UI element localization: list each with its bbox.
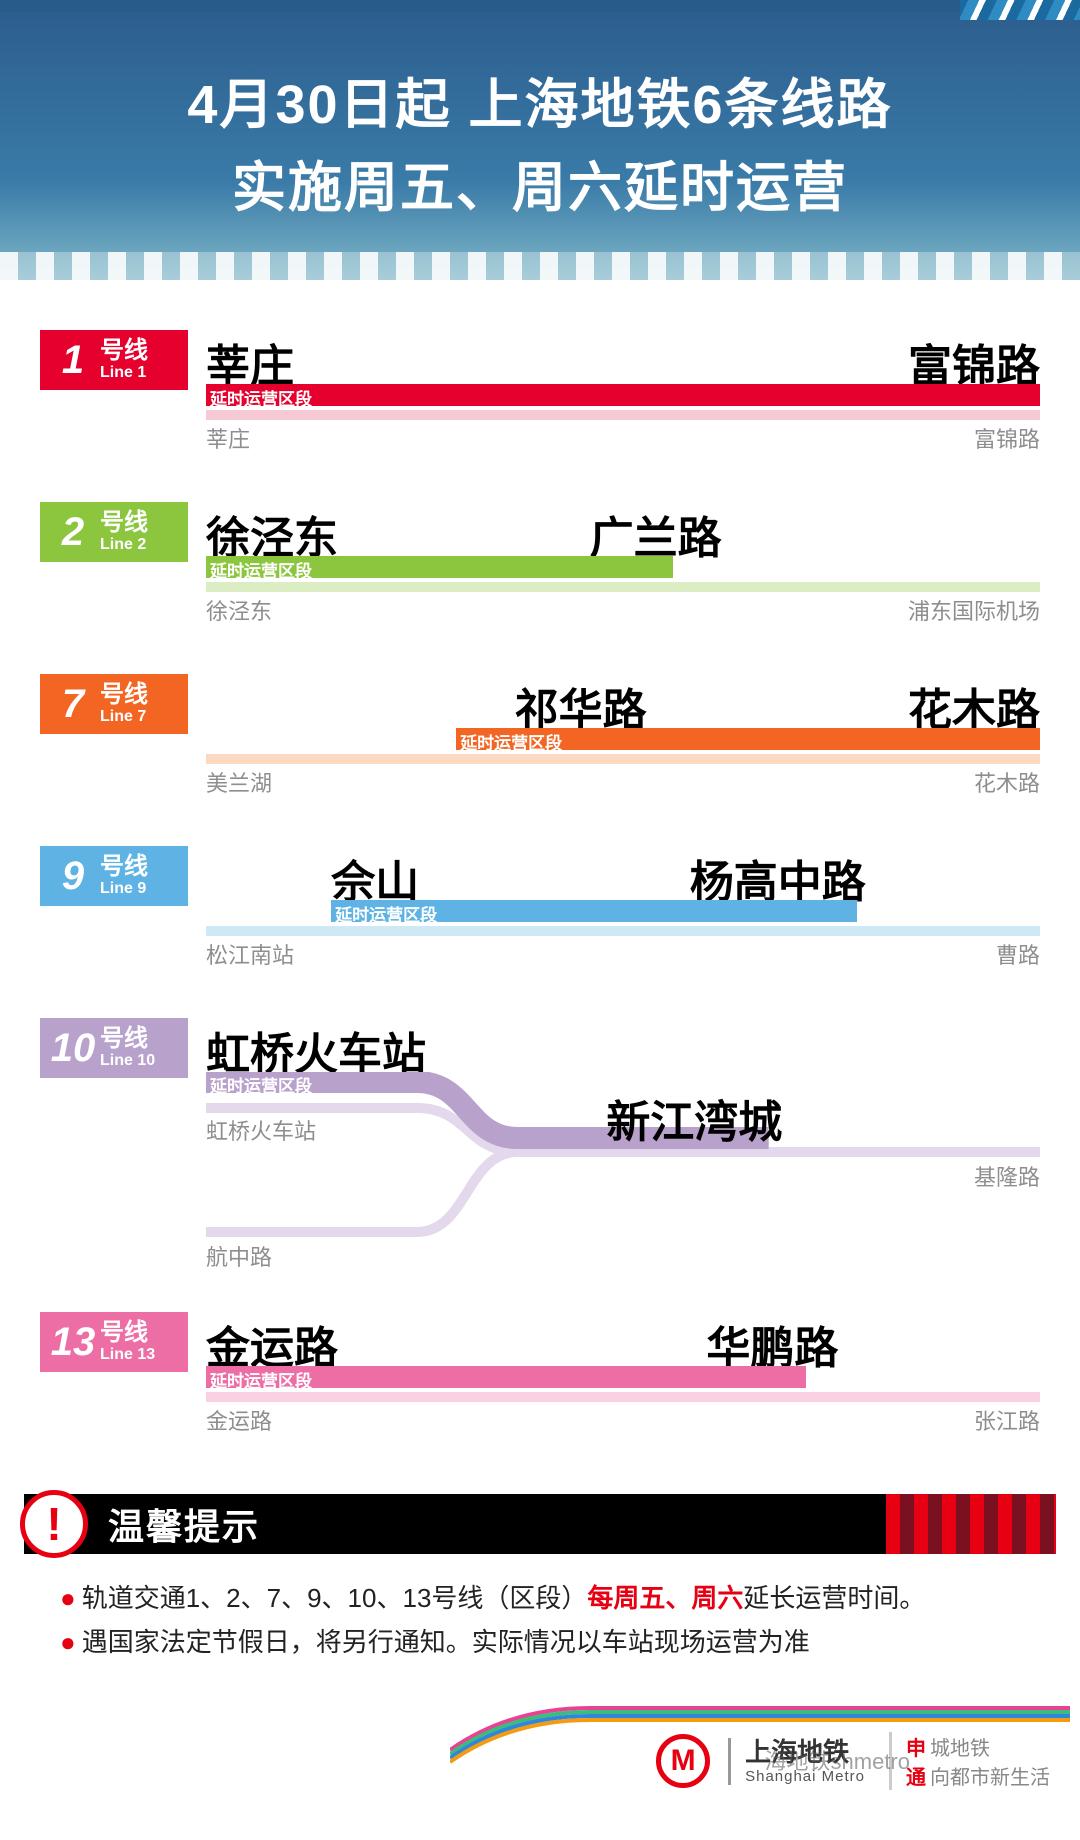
header: 4月30日起 上海地铁6条线路 实施周五、周六延时运营	[0, 0, 1080, 280]
header-accent	[960, 0, 1080, 20]
infographic-container: 4月30日起 上海地铁6条线路 实施周五、周六延时运营 1 号线Line 1 莘…	[0, 0, 1080, 1836]
line-badge-7: 7 号线Line 7	[40, 674, 188, 734]
full-to: 花木路	[974, 766, 1040, 798]
exclamation-icon: !	[20, 1490, 88, 1558]
header-title-line1: 4月30日起 上海地铁6条线路	[0, 60, 1080, 139]
ext-to: 新江湾城	[606, 1086, 782, 1150]
line-10-branch: 延时运营区段 新江湾城 虹桥火车站 基隆路 航中路	[206, 1072, 1040, 1272]
lines-area: 1 号线Line 1 莘庄 富锦路 延时运营区段 莘庄 富锦路	[0, 280, 1080, 1474]
full-from: 虹桥火车站	[206, 1114, 316, 1146]
full-to: 浦东国际机场	[908, 594, 1040, 626]
line-badge-2: 2 号线Line 2	[40, 502, 188, 562]
extended-bar: 延时运营区段	[206, 384, 1040, 406]
full-to: 富锦路	[974, 422, 1040, 454]
full-to: 曹路	[996, 938, 1040, 970]
full-from: 徐泾东	[206, 594, 272, 626]
line-badge-13: 13 号线Line 13	[40, 1312, 188, 1372]
header-title-line2: 实施周五、周六延时运营	[0, 143, 1080, 222]
notice-line-1: ●轨道交通1、2、7、9、10、13号线（区段）每周五、周六延长运营时间。	[60, 1576, 1020, 1620]
line-row-13: 13 号线Line 13 金运路 华鹏路 延时运营区段 金运路 张江路	[40, 1312, 1040, 1434]
full-bar	[206, 582, 1040, 592]
full-from: 美兰湖	[206, 766, 272, 798]
extend-label: 延时运营区段	[210, 1072, 312, 1097]
watermark: 海地铁shmetro	[765, 1744, 910, 1776]
line-row-2: 2 号线Line 2 徐泾东 广兰路 延时运营区段 徐泾东 浦东国际机场	[40, 502, 1040, 624]
line-badge-10: 10 号线Line 10	[40, 1018, 188, 1078]
line-badge-9: 9 号线Line 9	[40, 846, 188, 906]
line-row-9: 9 号线Line 9 佘山 杨高中路 延时运营区段 松江南站 曹路	[40, 846, 1040, 968]
full-from: 莘庄	[206, 422, 250, 454]
full-bar	[206, 1392, 1040, 1402]
full-to: 张江路	[974, 1404, 1040, 1436]
full-to: 基隆路	[974, 1160, 1040, 1192]
footer-slogan: 申城地铁 通向都市新生活	[889, 1732, 1050, 1790]
full-bar	[206, 926, 1040, 936]
metro-logo-icon: M	[656, 1734, 710, 1788]
extended-bar: 延时运营区段	[331, 900, 856, 922]
extended-bar: 延时运营区段	[206, 556, 673, 578]
line-row-1: 1 号线Line 1 莘庄 富锦路 延时运营区段 莘庄 富锦路	[40, 330, 1040, 452]
notice-line-2: ●遇国家法定节假日，将另行通知。实际情况以车站现场运营为准	[60, 1620, 1020, 1664]
line-badge-1: 1 号线Line 1	[40, 330, 188, 390]
full-bar	[206, 754, 1040, 764]
notice-header: ! 温馨提示	[24, 1494, 1056, 1554]
full-bar	[206, 410, 1040, 420]
footer: M 上海地铁 Shanghai Metro 申城地铁 通向都市新生活 海地铁sh…	[0, 1696, 1080, 1836]
line-row-10: 10 号线Line 10 虹桥火车站	[40, 1018, 1040, 1272]
extended-bar: 延时运营区段	[206, 1366, 806, 1388]
line-row-7: 7 号线Line 7 祁华路 花木路 延时运营区段 美兰湖 花木路	[40, 674, 1040, 796]
notice-body: ●轨道交通1、2、7、9、10、13号线（区段）每周五、周六延长运营时间。 ●遇…	[30, 1554, 1050, 1686]
notice-title: 温馨提示	[108, 1498, 260, 1550]
extended-bar: 延时运营区段	[456, 728, 1040, 750]
full-from: 金运路	[206, 1404, 272, 1436]
branch-station: 航中路	[206, 1240, 272, 1272]
full-from: 松江南站	[206, 938, 294, 970]
